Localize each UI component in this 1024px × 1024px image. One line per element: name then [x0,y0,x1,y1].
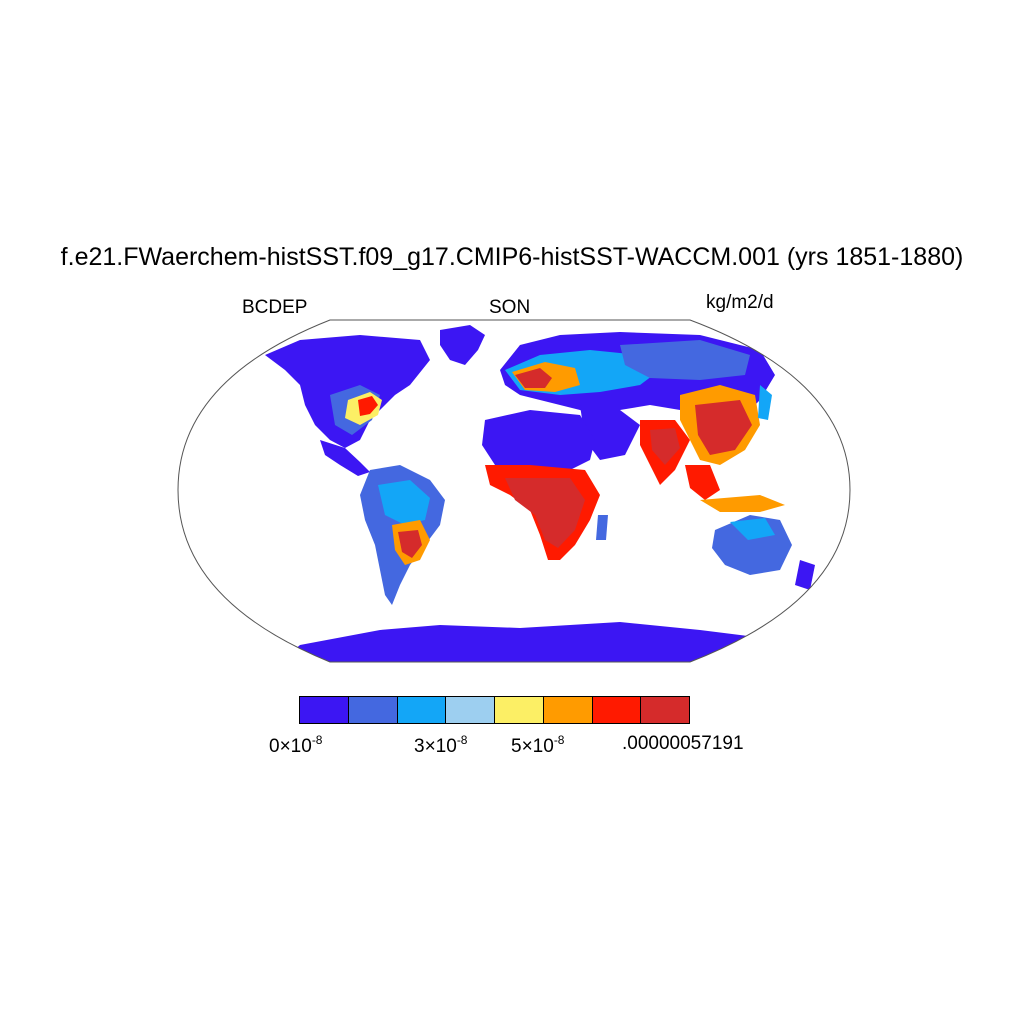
land-siberia [620,340,750,380]
land-greenland [440,325,485,365]
units-label: kg/m2/d [706,292,774,313]
land-central-america [320,440,370,476]
land-europe-core [515,368,552,388]
map-boundary [177,319,851,663]
variable-label: BCDEP [242,297,308,318]
land-australia-north [730,518,775,540]
colorbar-swatch [397,697,447,723]
colorbar-tick-label: .00000057191 [622,733,744,754]
colorbar-swatch [300,697,349,723]
colorbar-swatch [495,697,544,723]
land-new-zealand [795,560,815,590]
land-se-asia [685,465,720,500]
colorbar-swatch [543,697,593,723]
colorbar-tick-label: 0×10-8 [269,733,323,757]
colorbar-tick-label: 3×10-8 [414,733,468,757]
land-sa-core [398,530,422,558]
land-indonesia [700,495,785,512]
land-china-core [695,400,752,455]
plot-title: f.e21.FWaerchem-histSST.f09_g17.CMIP6-hi… [60,243,964,271]
land-japan [758,385,772,420]
land-africa-core [505,478,585,548]
land-middle-east [580,405,640,460]
colorbar-swatch [446,697,495,723]
land-antarctica [280,622,780,662]
season-label: SON [489,297,531,318]
colorbar-swatch [641,697,689,723]
land-india-core [650,428,680,465]
land-us-east-core [358,396,378,416]
colorbar-swatch [592,697,642,723]
colorbar-tick-label: 5×10-8 [511,733,565,757]
land-sa-amazon [378,480,430,525]
land-africa-north [482,410,595,470]
colorbar [299,696,690,724]
colorbar-swatch [348,697,398,723]
land-madagascar [596,515,608,540]
